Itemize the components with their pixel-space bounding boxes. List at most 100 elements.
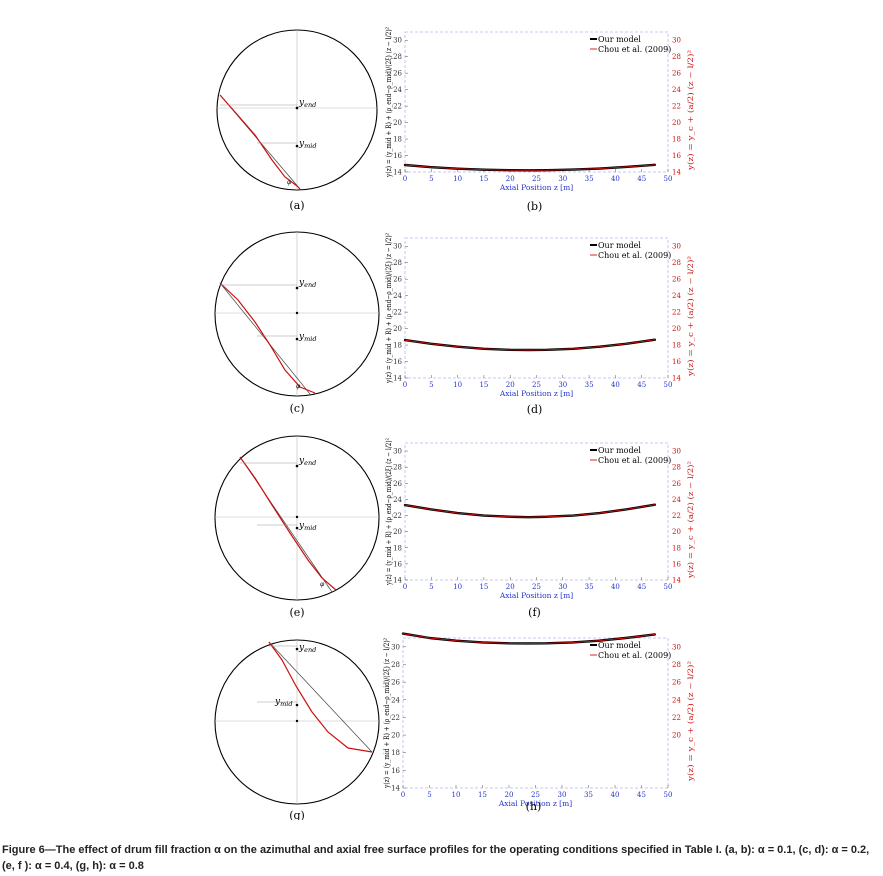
y-left-tick-label: 16 <box>393 560 402 568</box>
y-left-tick-label: 14 <box>391 785 400 793</box>
free-surface-curve <box>268 641 373 753</box>
x-tick-label: 25 <box>532 175 541 183</box>
y-right-tick-label: 20 <box>672 732 681 740</box>
panel-label: (h) <box>526 800 542 813</box>
point-chou-2009 <box>404 164 406 166</box>
point-chou-2009 <box>572 348 574 350</box>
free-surface-curve <box>219 94 301 190</box>
y-right-tick-label: 22 <box>672 103 681 111</box>
y-left-tick-label: 30 <box>393 448 402 456</box>
y-left-tick-label: 26 <box>391 679 400 687</box>
y-right-tick-label: 30 <box>672 643 681 651</box>
x-tick-label: 10 <box>453 583 462 591</box>
point-chou-2009 <box>508 642 510 644</box>
y-mid-label: ymid <box>298 521 317 532</box>
legend-chou-2009: Chou et al. (2009) <box>598 651 671 660</box>
y-right-tick-label: 14 <box>672 577 681 585</box>
x-tick-label: 35 <box>585 583 594 591</box>
x-tick-label: 35 <box>585 381 594 389</box>
x-tick-label: 45 <box>637 583 646 591</box>
x-tick-label: 50 <box>664 381 673 389</box>
series-chou-2009 <box>404 504 656 518</box>
y-left-tick-label: 24 <box>393 86 402 94</box>
x-tick-label: 5 <box>429 381 433 389</box>
point-chou-2009 <box>528 169 530 171</box>
series-chou-2009 <box>404 339 656 351</box>
y-right-tick-label: 22 <box>672 309 681 317</box>
angle-label: φ <box>287 179 292 186</box>
y-right-tick-label: 16 <box>672 560 681 568</box>
end-point <box>295 647 299 651</box>
panel-label: (g) <box>289 809 305 820</box>
point-chou-2009 <box>654 504 656 506</box>
legend-chou-2009: Chou et al. (2009) <box>598 45 671 54</box>
y-right-axis-title: y(z) = y_c + (a/2) (z − l/2)² <box>687 50 695 172</box>
angle-label: φ <box>296 383 301 390</box>
x-tick-label: 15 <box>479 175 488 183</box>
y-right-tick-label: 16 <box>672 358 681 366</box>
y-left-tick-label: 14 <box>393 577 402 585</box>
x-tick-label: 0 <box>403 381 407 389</box>
x-axis-title: Axial Position z [m] <box>499 389 573 398</box>
x-tick-label: 20 <box>506 583 515 591</box>
point-chou-2009 <box>654 634 656 635</box>
y-right-axis-title: y(z) = y_c + (a/2) (z − l/2)² <box>687 256 695 378</box>
point-chou-2009 <box>599 346 601 348</box>
x-tick-label: 45 <box>637 175 646 183</box>
y-right-tick-label: 24 <box>672 86 681 94</box>
x-tick-label: 45 <box>637 791 646 799</box>
y-left-tick-label: 30 <box>393 243 402 251</box>
center-point <box>295 106 299 110</box>
y-end-label: yend <box>298 278 316 289</box>
point-chou-2009 <box>546 349 548 351</box>
point-chou-2009 <box>402 633 404 634</box>
point-chou-2009 <box>509 516 511 518</box>
y-left-tick-label: 30 <box>391 643 400 651</box>
x-tick-label: 25 <box>531 791 540 799</box>
y-left-axis-title: y(z) = (y_mid + R) + (ρ_end−ρ_mid)/(2ξ) … <box>385 233 393 384</box>
x-tick-label: 5 <box>427 791 431 799</box>
center-point <box>295 311 299 315</box>
x-tick-label: 25 <box>532 583 541 591</box>
x-tick-label: 5 <box>429 583 433 591</box>
point-chou-2009 <box>625 509 627 510</box>
point-chou-2009 <box>483 169 485 171</box>
panel-label: (e) <box>289 606 304 619</box>
x-tick-label: 10 <box>453 175 462 183</box>
y-right-tick-label: 24 <box>672 292 681 300</box>
x-tick-label: 30 <box>558 381 567 389</box>
point-chou-2009 <box>572 642 573 643</box>
x-tick-label: 0 <box>401 791 405 799</box>
y-right-tick-label: 30 <box>672 243 681 251</box>
x-axis-title: Axial Position z [m] <box>499 591 573 600</box>
chord-line <box>268 641 373 753</box>
y-left-tick-label: 18 <box>393 136 402 144</box>
x-tick-label: 15 <box>479 381 488 389</box>
point-chou-2009 <box>404 504 406 506</box>
y-right-tick-label: 26 <box>672 70 681 78</box>
x-tick-label: 50 <box>664 791 673 799</box>
x-tick-label: 20 <box>506 175 515 183</box>
y-left-tick-label: 28 <box>391 661 400 669</box>
x-tick-label: 15 <box>479 583 488 591</box>
y-left-tick-label: 28 <box>393 53 402 61</box>
y-left-tick-label: 20 <box>393 528 402 536</box>
angle-label: φ <box>320 581 325 588</box>
y-right-tick-label: 16 <box>672 152 681 160</box>
point-chou-2009 <box>527 643 528 644</box>
x-tick-label: 10 <box>452 791 461 799</box>
plot-frame <box>402 637 669 789</box>
x-axis-title: Axial Position z [m] <box>499 183 573 192</box>
legend-our-model: Our model <box>598 446 641 455</box>
end-point <box>295 286 299 290</box>
point-chou-2009 <box>429 637 430 639</box>
y-right-tick-label: 20 <box>672 119 681 127</box>
mid-point <box>295 337 299 341</box>
y-right-tick-label: 28 <box>672 259 681 267</box>
point-chou-2009 <box>509 169 511 171</box>
y-left-tick-label: 22 <box>393 103 402 111</box>
x-tick-label: 40 <box>611 583 620 591</box>
y-mid-label: ymid <box>298 332 317 343</box>
y-left-tick-label: 22 <box>393 512 402 520</box>
chord-line <box>219 282 311 395</box>
